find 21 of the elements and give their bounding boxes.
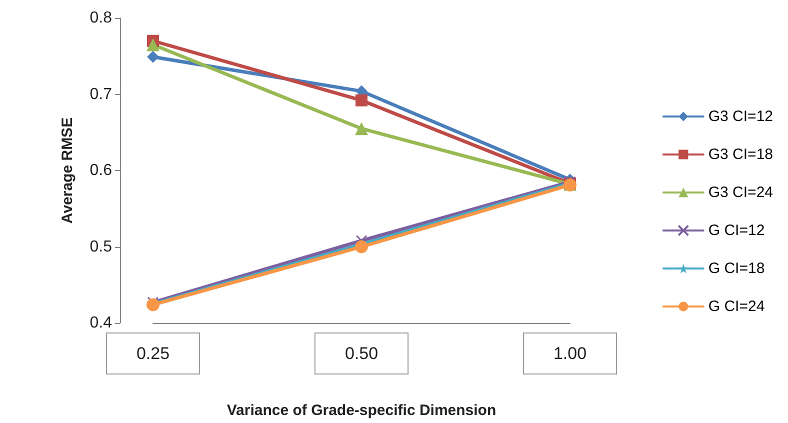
point: [355, 122, 368, 136]
x-axis-title: Variance of Grade-specific Dimension: [226, 402, 496, 419]
legend-label: G3 CI=18: [708, 146, 774, 163]
y-tick-label: 0.7: [90, 86, 112, 103]
legend-label: G CI=12: [708, 222, 765, 239]
legend-label: G3 CI=24: [708, 184, 774, 201]
legend-label: G CI=24: [708, 298, 765, 315]
legend-label: G CI=18: [708, 260, 765, 277]
y-tick-label: 0.4: [90, 314, 112, 332]
point: [146, 38, 160, 52]
y-axis-title: Average RMSE: [59, 117, 76, 224]
y-tick-label: 0.6: [90, 162, 112, 179]
x-tick-label: 0.25: [136, 344, 170, 363]
point: [355, 240, 368, 254]
x-tick-label: 1.00: [553, 344, 587, 363]
y-tick-label: 0.5: [90, 238, 112, 256]
y-tick-label: 0.8: [90, 10, 112, 26]
point: [356, 94, 368, 106]
point: [147, 50, 159, 63]
x-tick-label: 0.50: [344, 344, 378, 363]
legend-label: G3 CI=12: [708, 108, 774, 125]
